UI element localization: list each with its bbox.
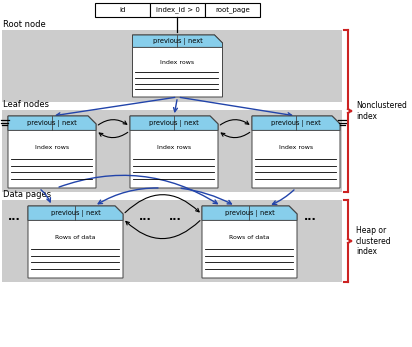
- FancyBboxPatch shape: [2, 110, 342, 192]
- Polygon shape: [130, 116, 218, 188]
- Text: previous | next: previous | next: [27, 120, 77, 127]
- FancyBboxPatch shape: [95, 3, 150, 17]
- Text: previous | next: previous | next: [271, 120, 321, 127]
- Polygon shape: [252, 116, 340, 188]
- Text: Rows of data: Rows of data: [55, 235, 96, 240]
- Polygon shape: [202, 206, 297, 220]
- Polygon shape: [332, 116, 340, 124]
- Polygon shape: [115, 206, 123, 214]
- Polygon shape: [289, 206, 297, 214]
- Polygon shape: [88, 116, 96, 124]
- Text: root_page: root_page: [215, 7, 250, 14]
- Text: Index rows: Index rows: [35, 145, 69, 150]
- Text: previous | next: previous | next: [51, 210, 101, 217]
- Polygon shape: [130, 116, 218, 130]
- Text: Heap or
clustered
index: Heap or clustered index: [356, 226, 392, 256]
- Polygon shape: [8, 116, 96, 188]
- Text: Root node: Root node: [3, 20, 46, 29]
- Polygon shape: [133, 35, 222, 97]
- Text: Index rows: Index rows: [157, 145, 191, 150]
- Text: Index rows: Index rows: [160, 60, 194, 65]
- Text: Nonclustered
index: Nonclustered index: [356, 101, 407, 121]
- Polygon shape: [28, 206, 123, 220]
- Text: Data pages: Data pages: [3, 190, 51, 199]
- Polygon shape: [133, 35, 222, 48]
- Polygon shape: [210, 116, 218, 124]
- Polygon shape: [215, 35, 222, 43]
- FancyBboxPatch shape: [205, 3, 260, 17]
- FancyBboxPatch shape: [2, 200, 342, 282]
- Text: Rows of data: Rows of data: [229, 235, 270, 240]
- FancyBboxPatch shape: [150, 3, 205, 17]
- Text: index_id > 0: index_id > 0: [156, 7, 199, 14]
- Text: previous | next: previous | next: [225, 210, 274, 217]
- Text: Index rows: Index rows: [279, 145, 313, 150]
- Polygon shape: [252, 116, 340, 130]
- Polygon shape: [8, 116, 96, 130]
- FancyBboxPatch shape: [2, 30, 342, 102]
- Text: previous | next: previous | next: [152, 38, 202, 45]
- Text: Leaf nodes: Leaf nodes: [3, 100, 49, 109]
- Text: previous | next: previous | next: [149, 120, 199, 127]
- Text: ...: ...: [8, 212, 20, 222]
- Text: ...: ...: [169, 212, 181, 222]
- Text: ...: ...: [304, 212, 316, 222]
- Polygon shape: [28, 206, 123, 278]
- Text: id: id: [119, 7, 126, 13]
- Polygon shape: [202, 206, 297, 278]
- Text: ...: ...: [138, 212, 151, 222]
